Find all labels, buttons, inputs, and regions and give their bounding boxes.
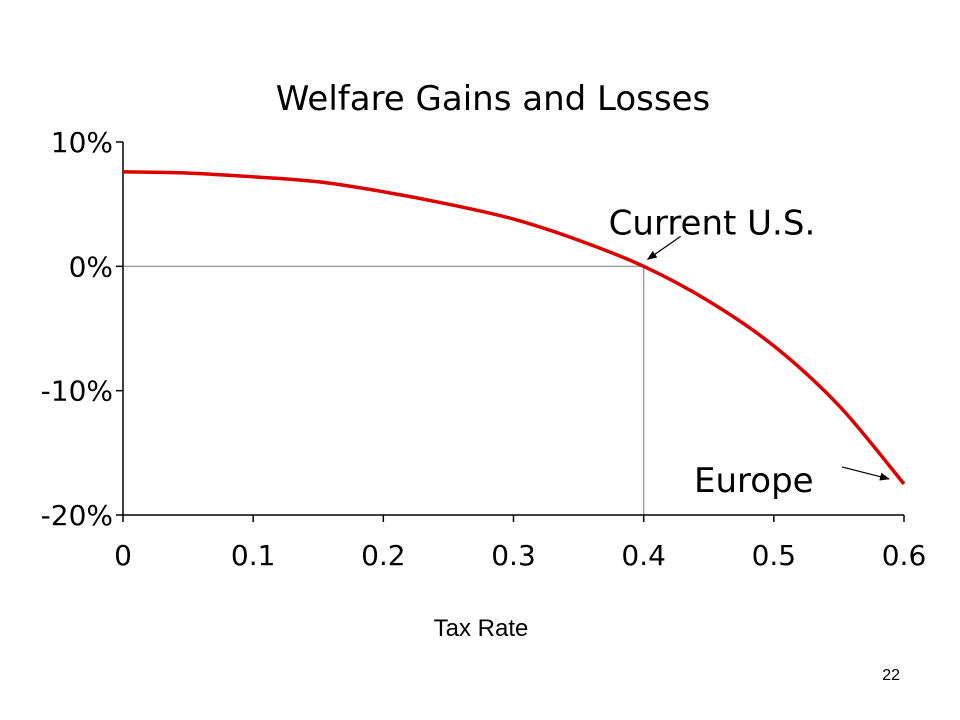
x-axis-label: Tax Rate bbox=[434, 615, 529, 642]
x-tick-label: 0.1 bbox=[231, 539, 276, 572]
x-tick-label: 0 bbox=[114, 539, 132, 572]
y-tick-label: -10% bbox=[41, 375, 113, 408]
annotation-arrow-europe bbox=[841, 466, 890, 481]
x-tick-label: 0.5 bbox=[752, 539, 797, 572]
series-layer bbox=[122, 170, 906, 486]
x-tick-label: 0.4 bbox=[621, 539, 666, 572]
y-tick-label: 0% bbox=[69, 250, 113, 283]
chart-title: Welfare Gains and Losses bbox=[276, 79, 710, 119]
welfare-curve bbox=[122, 170, 906, 486]
annotation-current-us: Current U.S. bbox=[609, 203, 816, 243]
annotation-arrow-current-us bbox=[646, 235, 682, 260]
x-tick-label: 0.2 bbox=[361, 539, 406, 572]
x-tick-label: 0.3 bbox=[491, 539, 536, 572]
annotation-europe: Europe bbox=[694, 461, 814, 501]
slide-number: 22 bbox=[882, 667, 900, 684]
plot-area bbox=[122, 142, 904, 516]
y-tick-label: -20% bbox=[41, 499, 113, 532]
axis-ticks: 10% 0% -10% -20%0 0.1 0.2 0.3 0.4 0.5 0.6 bbox=[41, 126, 927, 572]
annotations: Current U.S. Europe bbox=[609, 203, 890, 501]
x-tick-label: 0.6 bbox=[882, 539, 927, 572]
y-tick-label: 10% bbox=[51, 126, 113, 159]
